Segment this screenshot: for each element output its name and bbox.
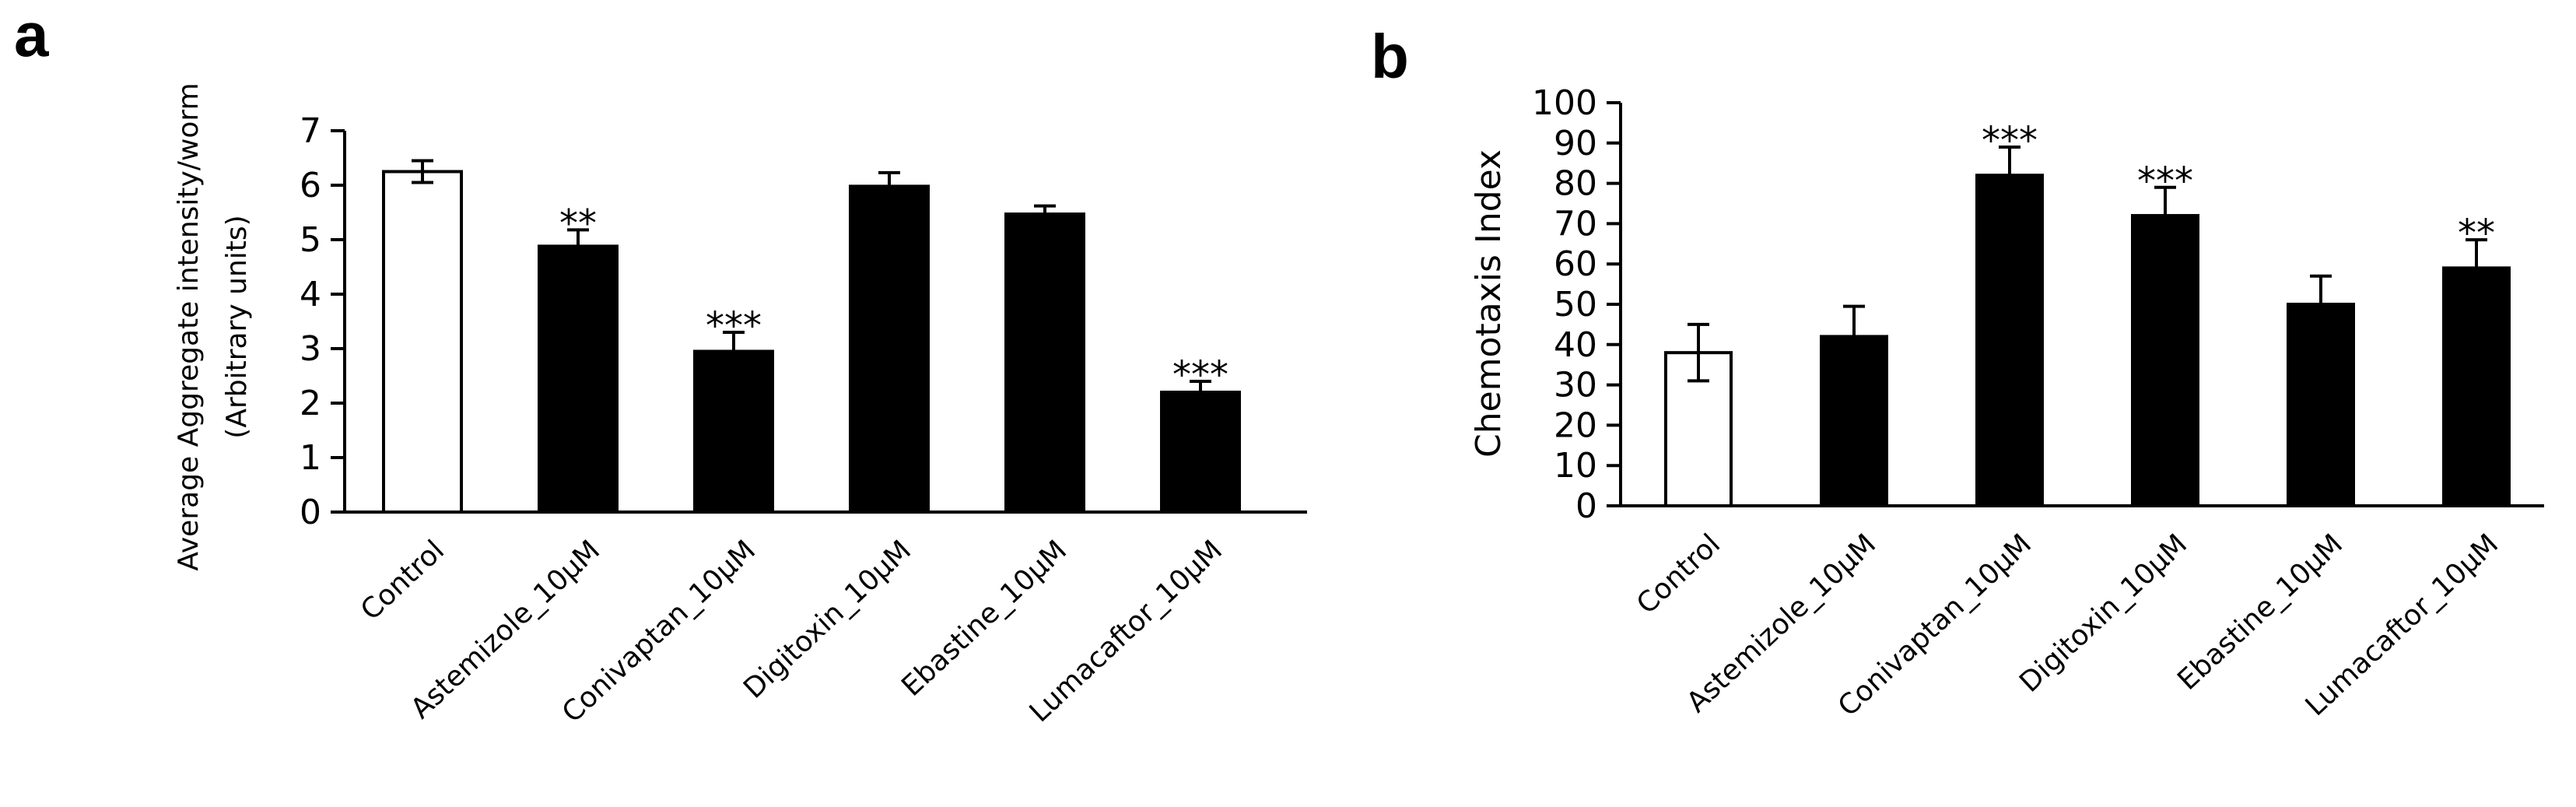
- significance-marker: ***: [1982, 119, 2038, 163]
- x-category-label: Ebastine_10µM: [895, 535, 1073, 703]
- x-category-label: Digitoxin_10µM: [738, 535, 917, 705]
- significance-marker: ***: [2137, 160, 2193, 203]
- bar: [1004, 212, 1085, 514]
- bar: [2131, 214, 2199, 507]
- y-tick-label: 70: [1554, 204, 1597, 244]
- y-tick-label: 100: [1532, 83, 1597, 123]
- bar: [2442, 266, 2511, 507]
- y-tick-label: 90: [1554, 124, 1597, 163]
- y-tick-label: 7: [300, 111, 321, 151]
- y-axis-title: Average Aggregate intensity/worm: [173, 82, 205, 570]
- y-tick-label: 10: [1554, 446, 1597, 486]
- panel-label-b: b: [1371, 22, 1409, 91]
- panel-label-a: a: [14, 0, 49, 69]
- y-tick-label: 4: [300, 275, 321, 314]
- bar: [382, 170, 463, 514]
- x-category-label: Digitoxin_10µM: [2013, 528, 2193, 699]
- bar: [1975, 174, 2044, 508]
- y-tick-label: 6: [300, 166, 321, 205]
- y-tick-label: 60: [1554, 244, 1597, 284]
- y-tick-label: 3: [300, 329, 321, 369]
- significance-marker: ***: [706, 304, 762, 348]
- bar: [1820, 335, 1888, 507]
- y-tick-label: 40: [1554, 325, 1597, 365]
- bar: [2287, 303, 2355, 507]
- y-tick-label: 30: [1554, 366, 1597, 405]
- y-axis-title: (Arbitrary units): [221, 215, 253, 438]
- significance-marker: **: [2458, 212, 2495, 255]
- y-tick-label: 2: [300, 384, 321, 423]
- x-category-label: Ebastine_10µM: [2171, 528, 2349, 696]
- y-tick-label: 20: [1554, 405, 1597, 445]
- chart-a-aggregate-intensity: 0 1 2 3 4 5 6 7 Average Aggregate intensity/worm…: [173, 82, 1307, 729]
- y-tick-label: 0: [300, 493, 321, 532]
- bar: [1160, 391, 1241, 514]
- y-tick-label: 80: [1554, 164, 1597, 204]
- y-axis-title: Chemotaxis Index: [1469, 149, 1509, 458]
- bar: [849, 184, 930, 514]
- x-category-label: Control: [1631, 528, 1726, 621]
- y-tick-label: 0: [1575, 486, 1597, 526]
- bar: [693, 349, 774, 514]
- significance-marker: ***: [1172, 353, 1228, 397]
- y-tick-label: 50: [1554, 285, 1597, 325]
- y-tick-label: 5: [300, 220, 321, 260]
- x-category-label: Control: [355, 535, 450, 627]
- bar: [538, 244, 619, 514]
- significance-marker: **: [559, 202, 597, 245]
- y-tick-label: 1: [300, 438, 321, 478]
